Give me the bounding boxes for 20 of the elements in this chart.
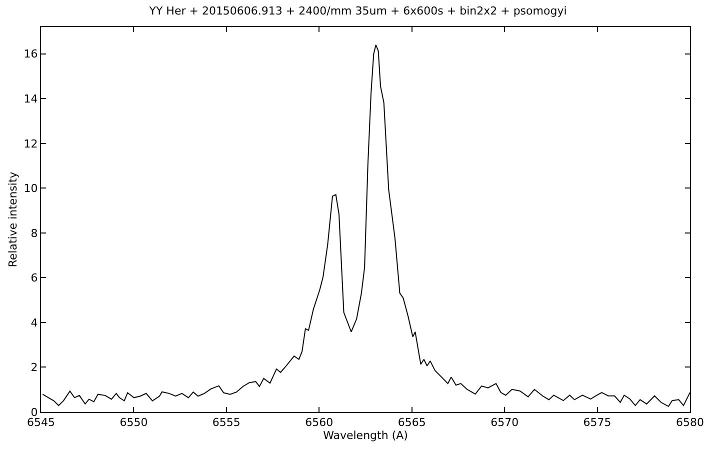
y-axis-title: Relative intensity xyxy=(6,171,20,268)
y-tick-label: 0 xyxy=(30,406,38,419)
chart-title: YY Her + 20150606.913 + 2400/mm 35um + 6x600s + bin2x2 + psomogyi xyxy=(148,4,567,18)
y-tick-label: 4 xyxy=(30,316,38,330)
y-tick-label: 2 xyxy=(30,361,38,374)
y-tick-label: 16 xyxy=(24,48,38,61)
x-tick-label: 6560 xyxy=(305,416,334,430)
x-tick-label: 6545 xyxy=(27,416,55,430)
x-tick-label: 6580 xyxy=(676,416,704,430)
y-tick-label: 10 xyxy=(24,182,38,196)
x-tick-label: 6550 xyxy=(120,416,148,430)
x-axis-title: Wavelength (A) xyxy=(323,429,408,442)
y-tick-label: 12 xyxy=(24,137,38,150)
y-tick-label: 8 xyxy=(30,226,38,240)
x-tick-label: 6555 xyxy=(212,416,240,430)
y-tick-label: 14 xyxy=(24,92,38,106)
x-tick-label: 6575 xyxy=(583,416,612,430)
y-tick-label: 6 xyxy=(30,272,38,285)
x-tick-label: 6570 xyxy=(490,416,519,430)
x-tick-label: 6565 xyxy=(398,416,426,430)
